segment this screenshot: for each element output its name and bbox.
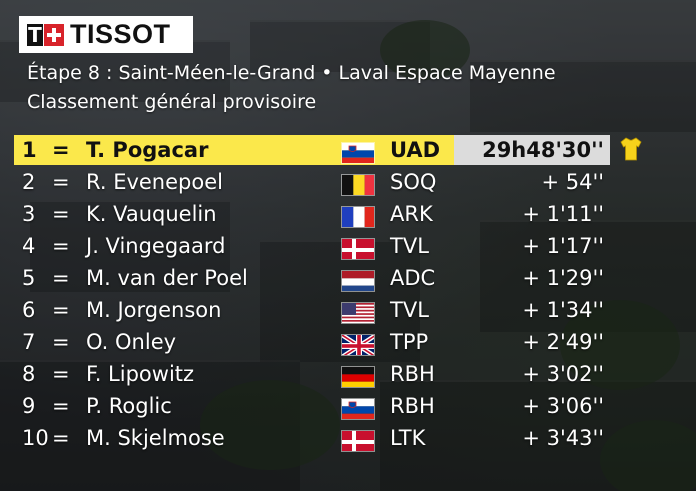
standing-row: 8 = F. Lipowitz RBH + 3'02'' [0,357,696,389]
rider-highlight-bar [14,327,454,357]
leader-row: 1 = T. Pogacar UAD 29h48'30'' [0,133,696,165]
time-gap: + 2'49'' [522,330,604,354]
rank: 5 [22,266,36,290]
position-change: = [52,426,70,450]
belgium-flag-icon [341,174,375,196]
standing-row: 9 = P. Roglic RBH + 3'06'' [0,389,696,421]
standing-row: 4 = J. Vingegaard TVL + 1'17'' [0,229,696,261]
standing-row: 7 = O. Onley TPP + 2'49'' [0,325,696,357]
rank: 6 [22,298,36,322]
usa-flag-icon [341,302,375,324]
uk-flag-icon [341,334,375,356]
time-gap: + 3'02'' [522,362,604,386]
rider-name: T. Pogacar [86,138,209,162]
position-change: = [52,202,70,226]
rider-name: P. Roglic [86,394,172,418]
rider-name: O. Onley [86,330,177,354]
team-code: UAD [390,138,441,162]
rider-name: M. Jorgenson [86,298,222,322]
team-code: RBH [390,362,435,386]
team-code: ARK [390,202,433,226]
rank: 2 [22,170,36,194]
yellow-jersey-icon [620,137,642,161]
time-box [454,135,610,165]
rider-highlight-bar [14,295,454,325]
slovenia-flag-icon [341,142,375,164]
rider-highlight-bar [14,135,454,165]
position-change: = [52,266,70,290]
rider-highlight-bar [14,167,454,197]
germany-flag-icon [341,366,375,388]
rider-highlight-bar [14,359,454,389]
rider-highlight-bar [14,423,454,453]
time-gap: + 3'43'' [522,426,604,450]
team-code: ADC [390,266,436,290]
rider-name: R. Evenepoel [86,170,223,194]
rank: 10 [22,426,49,450]
rider-name: M. van der Poel [86,266,248,290]
time-gap: + 1'34'' [522,298,604,322]
netherlands-flag-icon [341,270,375,292]
team-code: LTK [390,426,426,450]
team-code: TPP [390,330,429,354]
rider-name: J. Vingegaard [86,234,226,258]
rider-highlight-bar [14,199,454,229]
rank: 3 [22,202,36,226]
position-change: = [52,362,70,386]
slovenia-flag-icon [341,398,375,420]
standing-row: 3 = K. Vauquelin ARK + 1'11'' [0,197,696,229]
france-flag-icon [341,206,375,228]
time-gap: + 3'06'' [522,394,604,418]
denmark-flag-icon [341,238,375,260]
team-code: RBH [390,394,435,418]
rank: 8 [22,362,36,386]
standing-row: 5 = M. van der Poel ADC + 1'29'' [0,261,696,293]
position-change: = [52,394,70,418]
standing-row: 10 = M. Skjelmose LTK + 3'43'' [0,421,696,453]
stage-title: Étape 8 : Saint-Méen-le-Grand • Laval Es… [27,62,556,84]
tissot-logo-mark: T [27,22,64,47]
rank: 4 [22,234,36,258]
time-gap: 29h48'30'' [482,138,604,162]
classification-title: Classement général provisoire [27,91,317,113]
rider-name: M. Skjelmose [86,426,225,450]
rider-highlight-bar [14,231,454,261]
time-gap: + 1'17'' [522,234,604,258]
swiss-cross-icon [44,23,64,46]
position-change: = [52,234,70,258]
tissot-logo: T TISSOT [19,16,193,53]
time-gap: + 1'29'' [522,266,604,290]
position-change: = [52,330,70,354]
team-code: SOQ [390,170,437,194]
position-change: = [52,298,70,322]
standings-table: 1 = T. Pogacar UAD 29h48'30'' 2 = R. Evenepoel S… [0,133,696,453]
standing-row: 2 = R. Evenepoel SOQ + 54'' [0,165,696,197]
position-change: = [52,138,70,162]
rider-name: F. Lipowitz [86,362,195,386]
denmark-flag-icon [341,430,375,452]
rank: 7 [22,330,36,354]
team-code: TVL [390,234,429,258]
time-gap: + 54'' [541,170,604,194]
rider-name: K. Vauquelin [86,202,217,226]
time-gap: + 1'11'' [522,202,604,226]
rank: 1 [22,138,37,162]
team-code: TVL [390,298,429,322]
standing-row: 6 = M. Jorgenson TVL + 1'34'' [0,293,696,325]
logo-text: TISSOT [70,19,171,49]
position-change: = [52,170,70,194]
rider-highlight-bar [14,391,454,421]
rank: 9 [22,394,36,418]
